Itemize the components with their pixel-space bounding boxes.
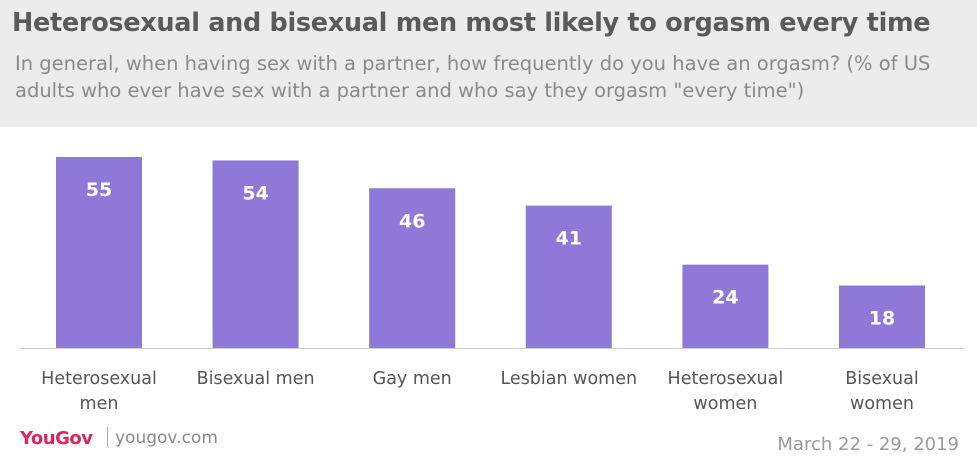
category-label: men — [80, 394, 119, 414]
bar-chart: 55 Heterosexual men 54 Bisexual men 46 Gay men… — [20, 157, 965, 414]
category-label: Heterosexual — [41, 369, 157, 389]
chart-title: Heterosexual and bisexual men most likel… — [12, 8, 931, 38]
bar-value-label: 24 — [712, 287, 738, 309]
category-label: Lesbian women — [500, 369, 637, 389]
bar — [525, 205, 612, 348]
chart-header: Heterosexual and bisexual men most likel… — [0, 0, 977, 127]
bar — [212, 160, 299, 348]
bar — [839, 285, 925, 348]
bar-value-label: 41 — [556, 228, 582, 250]
bar-value-label: 54 — [242, 182, 268, 204]
category-label: Bisexual — [845, 369, 918, 389]
footer-url: yougov.com — [115, 428, 218, 448]
category-label: Bisexual men — [197, 369, 315, 389]
bar — [682, 264, 769, 348]
yougov-logo: YouGov — [20, 428, 93, 449]
category-label: women — [693, 394, 757, 414]
bar-value-label: 55 — [86, 179, 112, 201]
category-label: Gay men — [373, 369, 452, 389]
category-label: women — [850, 394, 914, 414]
bar-value-label: 18 — [869, 307, 895, 329]
survey-date: March 22 - 29, 2019 — [777, 434, 959, 455]
footer-divider — [107, 427, 108, 447]
bar — [56, 157, 142, 348]
chart-subtitle: In general, when having sex with a partn… — [15, 52, 931, 102]
bar — [369, 188, 456, 348]
category-label: Heterosexual — [668, 369, 784, 389]
bar-value-label: 46 — [399, 210, 425, 232]
